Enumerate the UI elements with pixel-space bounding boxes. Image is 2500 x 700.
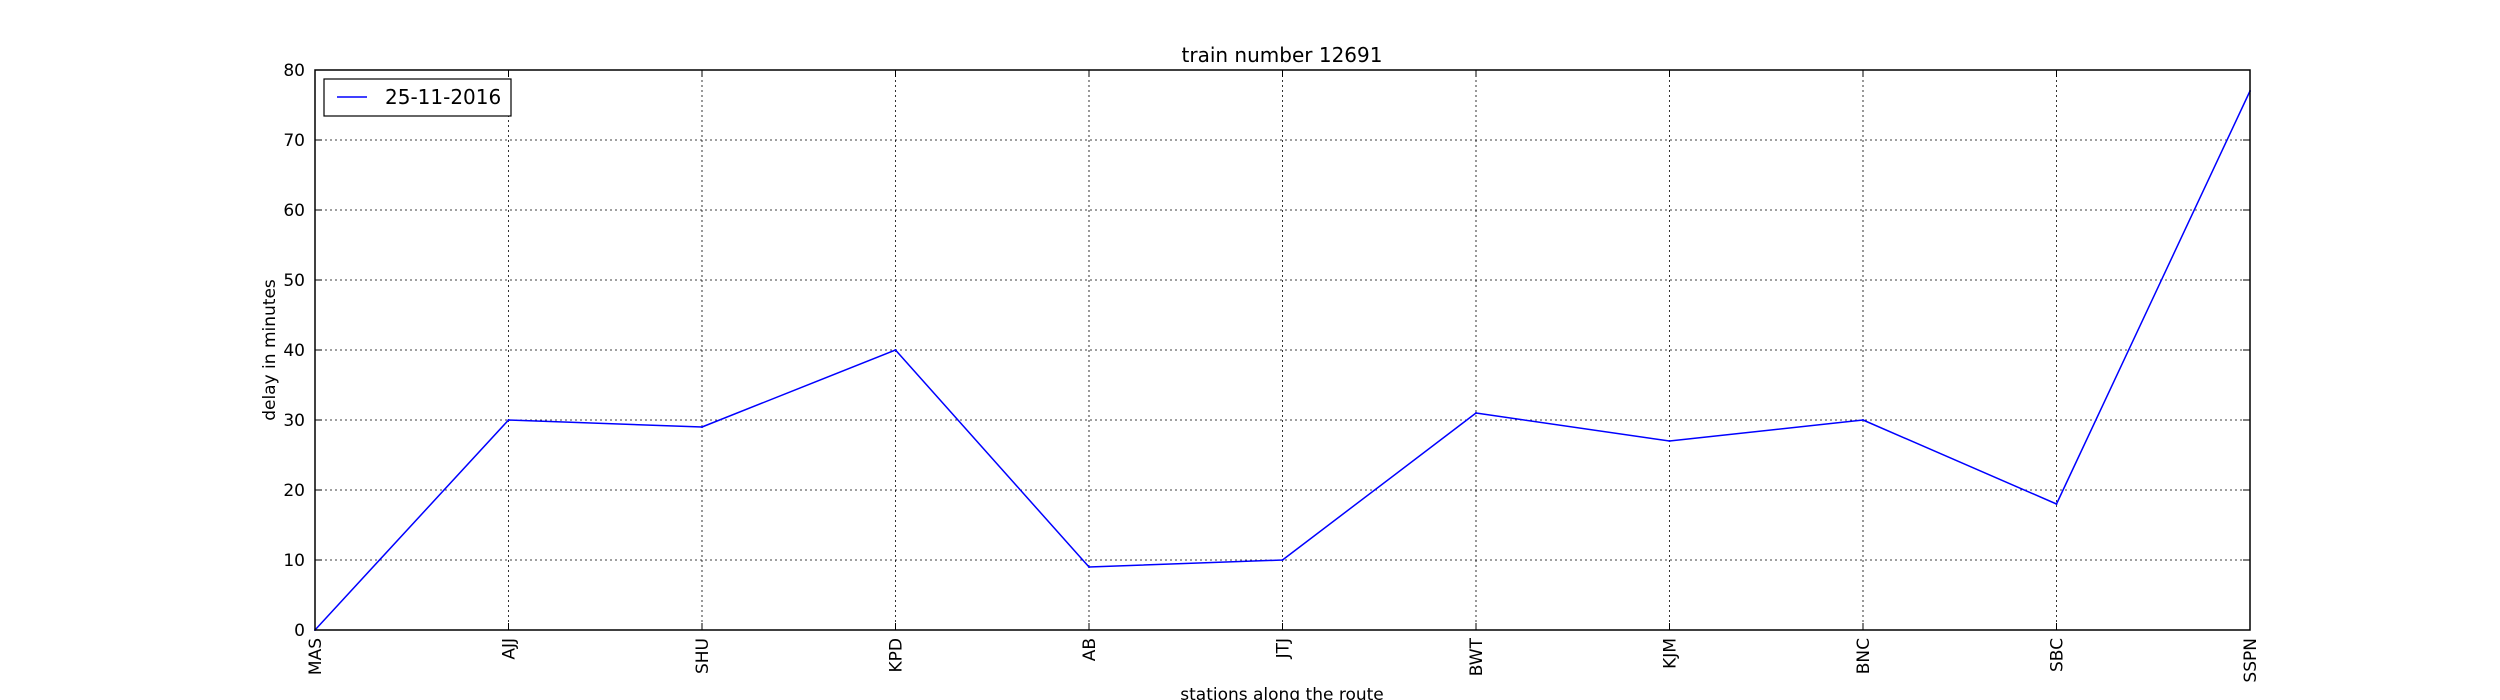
y-tick-labels: 0 10 20 30 40 50 60 70 80 — [283, 61, 305, 641]
x-tick-label: KJM — [1661, 638, 1681, 669]
data-point — [1862, 419, 1864, 421]
data-point — [2055, 503, 2058, 505]
x-tick-label: BNC — [1854, 638, 1874, 674]
x-axis-title: stations along the route — [1180, 685, 1384, 700]
y-tick-label: 60 — [283, 201, 305, 221]
legend: 25-11-2016 — [323, 78, 512, 117]
y-tick-label: 40 — [283, 341, 305, 361]
x-tick-label: BWT — [1467, 637, 1487, 676]
x-tick-label: KPD — [887, 638, 907, 673]
y-tick-label: 30 — [283, 411, 305, 431]
y-tick-label: 10 — [283, 551, 305, 571]
x-tick-label: SHU — [693, 638, 713, 674]
x-tick-label: AJJ — [500, 638, 520, 660]
y-tick-label: 50 — [283, 271, 305, 291]
y-tick-label: 0 — [294, 621, 305, 641]
data-point — [507, 419, 510, 421]
x-tick-labels: MAS AJJ SHU KPD AB JTJ BWT KJM BNC SBC SSPN — [306, 637, 2261, 682]
y-tick-label: 70 — [283, 131, 305, 151]
data-point — [1088, 566, 1090, 568]
y-axis-title: delay in minutes — [260, 279, 280, 421]
x-tick-label: MAS — [306, 638, 326, 675]
x-tick-label: JTJ — [1274, 638, 1294, 659]
data-point — [701, 426, 703, 428]
x-tick-label: AB — [1080, 638, 1100, 661]
chart-title: train number 12691 — [1182, 43, 1383, 67]
legend-box — [323, 78, 512, 117]
x-tick-label: SSPN — [2241, 638, 2261, 683]
data-point — [1281, 559, 1284, 561]
y-tick-label: 20 — [283, 481, 305, 501]
legend-label: 25-11-2016 — [385, 85, 501, 109]
x-tick-label: SBC — [2048, 638, 2068, 672]
data-point — [894, 349, 897, 351]
tick-marks — [314, 69, 2251, 631]
data-point — [1668, 440, 1671, 442]
y-tick-label: 80 — [283, 61, 305, 81]
data-point — [1475, 412, 1477, 414]
